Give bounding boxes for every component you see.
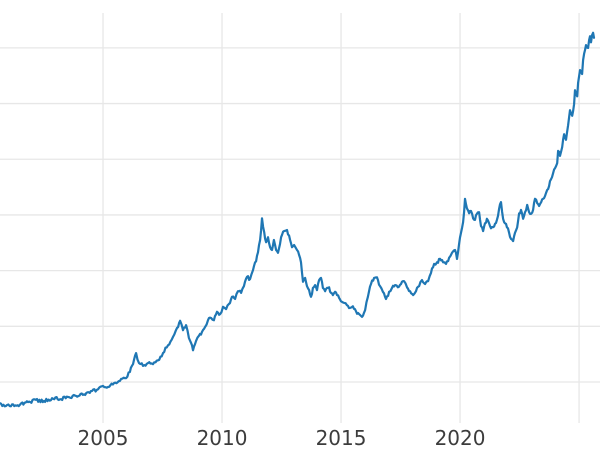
x-tick-label-2020: 2020 xyxy=(435,426,486,450)
x-tick-label-2005: 2005 xyxy=(78,426,129,450)
data-series-line xyxy=(0,31,596,408)
x-axis-tick-labels: 2005 2010 2015 2020 xyxy=(78,426,486,450)
x-tick-label-2015: 2015 xyxy=(316,426,367,450)
horizontal-gridlines xyxy=(0,47,600,383)
x-tick-label-2010: 2010 xyxy=(197,426,248,450)
vertical-gridlines xyxy=(102,13,580,423)
